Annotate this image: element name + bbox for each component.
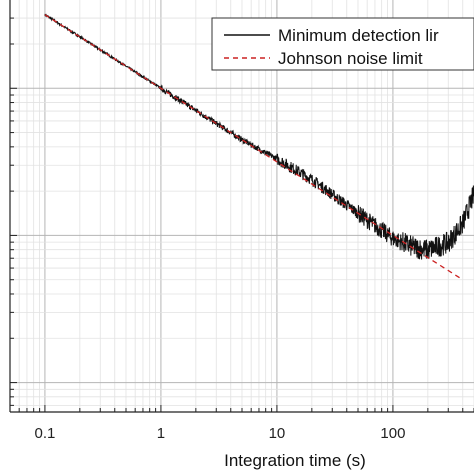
x-tick-label: 0.1 [34, 425, 55, 442]
x-axis-title: Integration time (s) [224, 451, 366, 470]
x-tick-label: 100 [380, 425, 405, 442]
tick-labels: 0.1 1 10 100 [34, 425, 405, 442]
series-layer [44, 13, 474, 281]
legend: Minimum detection lir Johnson noise limi… [211, 17, 474, 71]
legend-label-johnson-noise: Johnson noise limit [278, 49, 423, 68]
axes [9, 0, 474, 413]
series-line-johnson-noise [44, 14, 464, 281]
x-tick-label: 1 [157, 425, 165, 442]
legend-box [211, 17, 474, 71]
grid [9, 0, 474, 412]
x-tick-label: 10 [269, 425, 286, 442]
legend-label-minimum-detection: Minimum detection lir [278, 26, 439, 45]
